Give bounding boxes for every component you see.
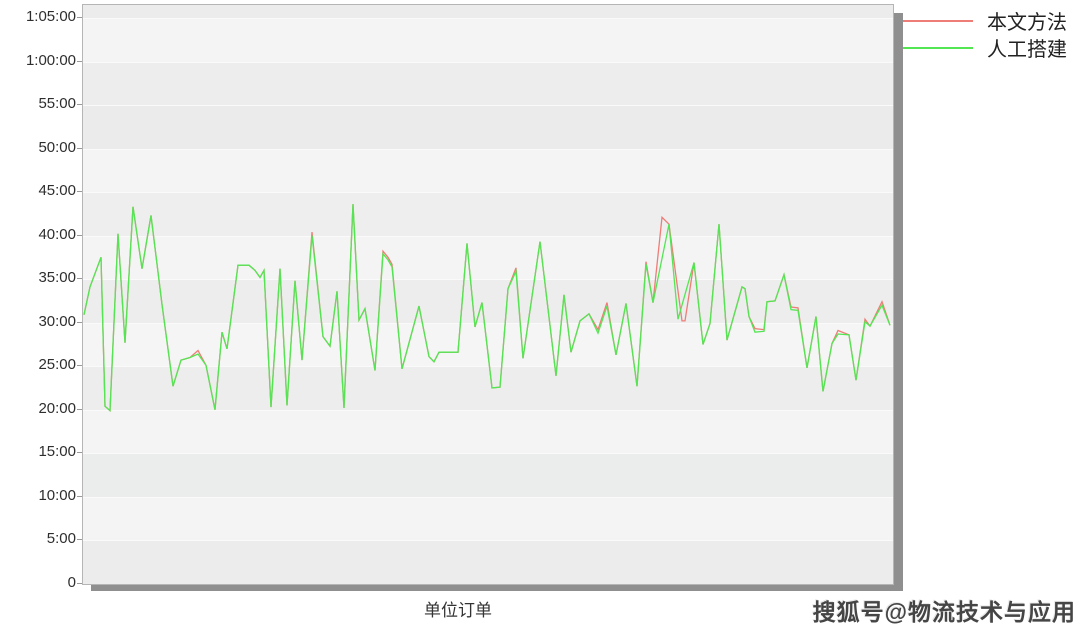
y-tick-label: 15:00 xyxy=(38,443,76,461)
y-tick-mark xyxy=(77,191,82,193)
plot-band xyxy=(83,453,893,497)
gridline xyxy=(83,366,893,368)
plot-band xyxy=(83,409,893,454)
y-tick-mark xyxy=(77,147,82,149)
y-tick-label: 45:00 xyxy=(38,182,76,200)
gridline xyxy=(83,148,893,150)
y-tick-label: 10:00 xyxy=(38,486,76,504)
plot-band xyxy=(83,496,893,541)
gridline xyxy=(83,496,893,498)
legend-label: 人工搭建 xyxy=(987,39,1067,61)
y-tick-mark xyxy=(77,539,82,541)
plot-band xyxy=(83,540,893,584)
y-tick-mark xyxy=(77,408,82,410)
plot-band xyxy=(83,61,893,106)
plot-band xyxy=(83,148,893,193)
plot-band xyxy=(83,18,893,62)
legend-item-rengongdajian: 人工搭建 xyxy=(903,34,1080,61)
sohu-watermark: 搜狐号@物流技术与应用 xyxy=(812,599,1076,625)
y-tick-mark xyxy=(77,17,82,18)
y-tick-label: 30:00 xyxy=(38,312,76,330)
gridline xyxy=(83,409,893,411)
y-tick-mark xyxy=(77,234,82,236)
y-tick-label: 1:00:00 xyxy=(25,51,76,69)
gridline xyxy=(83,61,893,63)
gridline xyxy=(83,322,893,324)
y-tick-label: 25:00 xyxy=(38,356,76,374)
y-tick-label: 1:05:00 xyxy=(25,8,76,25)
y-tick-mark xyxy=(77,452,82,454)
legend-label: 本文方法 xyxy=(987,12,1067,34)
y-tick-mark xyxy=(77,365,82,367)
plot-area xyxy=(82,4,894,585)
legend: 本文方法 人工搭建 xyxy=(903,7,1080,61)
y-tick-mark xyxy=(77,104,82,106)
y-tick-label: 40:00 xyxy=(38,225,76,243)
legend-item-benwenfangfa: 本文方法 xyxy=(903,7,1080,34)
plot-shadow-bottom xyxy=(91,585,903,591)
gridline xyxy=(83,235,893,237)
gridline xyxy=(83,105,893,107)
gridline xyxy=(83,540,893,542)
y-tick-mark xyxy=(77,60,82,62)
y-tick-label: 0 xyxy=(67,574,76,591)
y-tick-mark xyxy=(77,495,82,497)
y-tick-mark xyxy=(77,583,82,584)
plot-band xyxy=(83,235,893,280)
plot-band xyxy=(83,192,893,236)
gridline xyxy=(83,18,893,19)
legend-line-green xyxy=(903,46,973,49)
y-tick-label: 5:00 xyxy=(46,530,76,548)
plot-band xyxy=(83,279,893,323)
plot-band xyxy=(83,5,893,18)
y-tick-label: 50:00 xyxy=(38,138,76,156)
legend-line-red xyxy=(903,19,973,22)
y-tick-mark xyxy=(77,278,82,280)
gridline xyxy=(83,279,893,281)
gridline xyxy=(83,192,893,194)
y-tick-label: 20:00 xyxy=(38,399,76,417)
gridline xyxy=(83,453,893,455)
plot-band xyxy=(83,105,893,149)
x-axis-title: 单位订单 xyxy=(424,601,492,620)
y-tick-label: 35:00 xyxy=(38,269,76,287)
plot-band xyxy=(83,366,893,410)
plot-shadow-right xyxy=(894,13,903,590)
y-tick-label: 55:00 xyxy=(38,95,76,113)
plot-band xyxy=(83,322,893,367)
y-tick-mark xyxy=(77,321,82,323)
